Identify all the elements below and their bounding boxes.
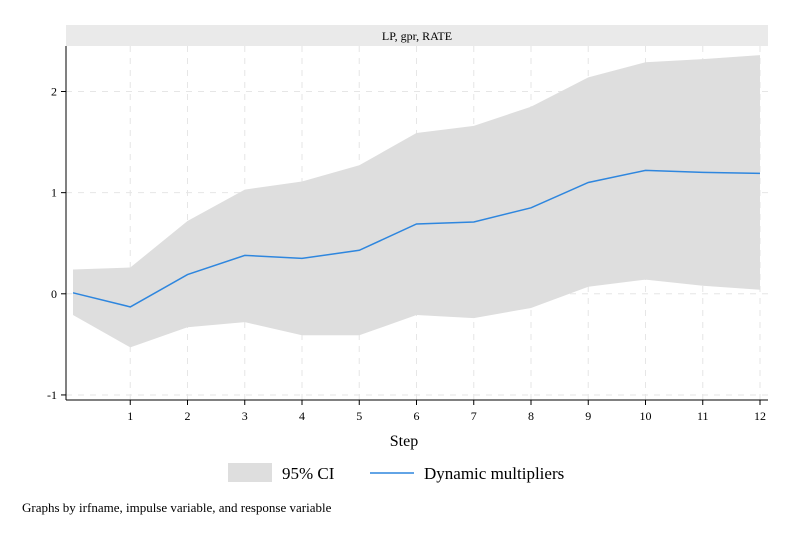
x-tick-label: 10 (640, 409, 652, 423)
legend-ci-label: 95% CI (282, 464, 335, 483)
y-tick-label: -1 (47, 388, 57, 402)
y-tick-label: 1 (51, 186, 57, 200)
chart-title: LP, gpr, RATE (382, 29, 452, 43)
x-tick-label: 2 (185, 409, 191, 423)
y-tick-label: 2 (51, 85, 57, 99)
x-tick-label: 6 (414, 409, 420, 423)
multiplier-line-layer (72, 169, 761, 308)
x-tick-label: 5 (356, 409, 362, 423)
ci-band (73, 55, 760, 348)
ci-band-layer (73, 55, 760, 348)
legend: 95% CI Dynamic multipliers (228, 463, 564, 483)
x-tick-label: 1 (127, 409, 133, 423)
dynamic-multiplier-line (72, 169, 761, 308)
y-ticks: -1 0 1 2 (47, 85, 66, 402)
x-axis-title: Step (390, 433, 418, 450)
x-tick-label: 12 (754, 409, 766, 423)
x-tick-label: 7 (471, 409, 477, 423)
x-tick-label: 3 (242, 409, 248, 423)
x-tick-label: 9 (585, 409, 591, 423)
legend-ci-swatch (228, 463, 272, 482)
x-ticks: 1 2 3 4 5 6 7 8 9 10 11 12 (127, 400, 766, 423)
x-tick-label: 11 (697, 409, 709, 423)
x-tick-label: 4 (299, 409, 305, 423)
graph-note: Graphs by irfname, impulse variable, and… (22, 500, 332, 515)
x-tick-label: 8 (528, 409, 534, 423)
legend-line-label: Dynamic multipliers (424, 464, 564, 483)
y-tick-label: 0 (51, 287, 57, 301)
panel-title-strip (66, 25, 768, 46)
